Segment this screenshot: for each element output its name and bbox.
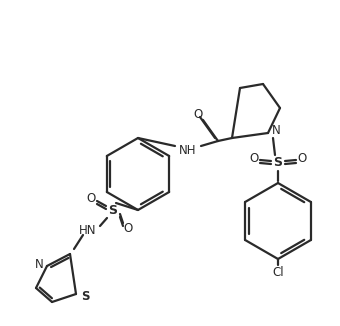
Text: O: O <box>298 152 307 165</box>
Text: O: O <box>123 221 133 234</box>
Text: N: N <box>35 258 44 271</box>
Text: S: S <box>81 289 89 303</box>
Text: O: O <box>249 152 259 165</box>
Text: N: N <box>272 125 280 138</box>
Text: S: S <box>273 156 283 170</box>
Text: O: O <box>86 191 96 204</box>
Text: O: O <box>193 108 203 121</box>
Text: HN: HN <box>79 225 97 238</box>
Text: Cl: Cl <box>272 265 284 278</box>
Text: NH: NH <box>179 144 197 157</box>
Text: S: S <box>108 204 118 217</box>
